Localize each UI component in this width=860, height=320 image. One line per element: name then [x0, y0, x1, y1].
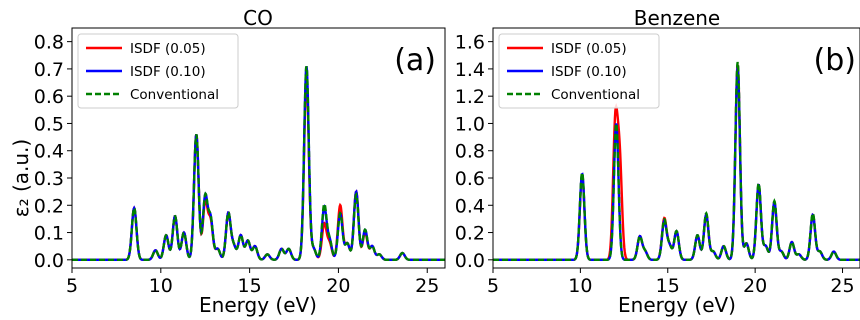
y-tick-label: 0.6 — [455, 168, 485, 190]
legend-label: Conventional — [130, 87, 219, 103]
axes-frame — [71, 27, 446, 269]
x-tick-label: 25 — [830, 275, 854, 297]
panel-label: (a) — [394, 43, 436, 78]
y-tick-label: 0.7 — [34, 59, 64, 81]
x-axis-label: Energy (eV) — [618, 293, 736, 317]
plot-area: 5 10 15 20 25 0.0 0.2 0.4 0.6 0.8 1.0 1.2 1.4 1.6 — [455, 27, 860, 297]
y-tick-label: 1.2 — [455, 86, 485, 108]
y-tick-label: 0.8 — [455, 141, 485, 163]
y-tick-label: 1.4 — [455, 59, 485, 81]
y-tick-label: 1.0 — [455, 113, 485, 135]
y-tick-label: 0.0 — [34, 250, 64, 272]
x-tick-label: 20 — [743, 275, 767, 297]
legend-label: ISDF (0.05) — [130, 41, 206, 57]
legend-box — [498, 33, 660, 109]
legend-label: ISDF (0.05) — [551, 41, 627, 57]
y-tick-label: 0.2 — [455, 223, 485, 245]
series-line — [72, 65, 445, 262]
x-tick-label: 5 — [66, 275, 78, 297]
y-tick-label: 0.3 — [34, 168, 64, 190]
legend: ISDF (0.05) ISDF (0.10) Conventional — [77, 33, 239, 109]
legend-label: ISDF (0.10) — [551, 64, 627, 80]
y-tick-label: 0.5 — [34, 113, 64, 135]
x-tick-label: 20 — [326, 275, 350, 297]
x-tick-label: 10 — [568, 275, 592, 297]
panel-label: (b) — [814, 43, 856, 78]
legend-label: Conventional — [551, 87, 640, 103]
legend: ISDF (0.05) ISDF (0.10) Conventional — [498, 33, 660, 109]
y-tick-label: 0.6 — [34, 86, 64, 108]
series-line — [493, 61, 860, 262]
x-tick-label: 10 — [149, 275, 173, 297]
x-tick-label: 25 — [415, 275, 439, 297]
chart-title: Benzene — [634, 6, 720, 30]
y-tick-label: 0.1 — [34, 223, 64, 245]
y-tick-label: 0.2 — [34, 195, 64, 217]
plot-area: 5 10 15 20 25 0.0 0.1 0.2 0.3 0.4 0.5 0.6 0.7 0.8 — [34, 27, 446, 297]
y-tick-label: 0.8 — [34, 32, 64, 54]
chart-title: CO — [243, 6, 273, 30]
legend-box — [77, 33, 239, 109]
x-tick-label: 15 — [238, 275, 262, 297]
y-tick-label: 1.6 — [455, 32, 485, 54]
x-tick-label: 5 — [487, 275, 499, 297]
panel-benzene: Benzene Energy (eV) (b) 5 10 15 20 25 0.0 0.2 0… — [455, 6, 860, 317]
y-tick-label: 0.0 — [455, 250, 485, 272]
y-tick-label: 0.4 — [34, 141, 64, 163]
axes-frame — [492, 27, 860, 269]
panel-co: CO ε₂ (a.u.) Energy (eV) (a) 5 10 15 20 25 0.… — [9, 6, 446, 317]
y-axis-label: ε₂ (a.u.) — [9, 139, 33, 217]
x-axis-label: Energy (eV) — [199, 293, 317, 317]
x-tick-label: 15 — [656, 275, 680, 297]
legend-label: ISDF (0.10) — [130, 64, 206, 80]
y-tick-label: 0.4 — [455, 195, 485, 217]
